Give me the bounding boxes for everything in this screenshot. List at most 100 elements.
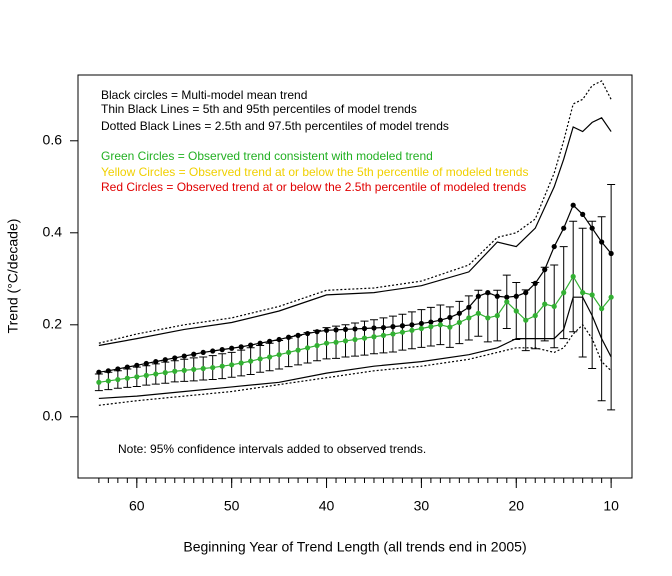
data-point (323, 340, 330, 346)
x-tick-label: 50 (224, 498, 240, 514)
data-point (248, 342, 254, 348)
data-point (143, 372, 149, 379)
data-point (210, 364, 216, 371)
data-point (428, 324, 434, 330)
data-point (504, 299, 510, 305)
data-point (380, 332, 387, 338)
y-axis-label: Trend (°C/decade) (5, 219, 21, 334)
data-point (134, 362, 140, 368)
data-point (257, 340, 263, 346)
data-point (134, 374, 140, 380)
annotation: Yellow Circles = Observed trend at or be… (101, 165, 528, 179)
y-tick-label: 0.0 (43, 408, 63, 424)
data-point (200, 365, 206, 372)
data-point (599, 306, 605, 312)
data-point (352, 336, 358, 343)
y-tick-label: 0.2 (43, 316, 63, 332)
data-point (276, 352, 282, 358)
annotation: Dotted Black Lines = 2.5th and 97.5th pe… (101, 119, 449, 133)
data-point (561, 290, 567, 296)
data-point (570, 202, 576, 208)
data-point (551, 303, 557, 310)
series-line (98, 323, 612, 406)
data-point (542, 301, 548, 307)
plot-frame (77, 74, 633, 479)
data-point (523, 317, 529, 323)
data-point (191, 351, 197, 357)
y-tick-label: 0.4 (43, 223, 63, 239)
series-line (98, 296, 612, 400)
data-point (181, 353, 187, 359)
data-point (580, 290, 586, 296)
data-point (447, 324, 453, 330)
data-point (96, 369, 102, 375)
annotation: Thin Black Lines = 5th and 95th percenti… (101, 102, 417, 116)
data-point (285, 349, 292, 356)
annotation: Red Circles = Observed trend at or below… (101, 180, 526, 194)
data-point (248, 358, 254, 364)
data-point (181, 367, 187, 373)
data-point (513, 308, 519, 314)
data-point (162, 370, 168, 376)
data-point (238, 360, 244, 366)
y-tick-label: 0.6 (43, 131, 63, 147)
data-point (153, 359, 159, 365)
data-point (333, 339, 339, 345)
data-point (200, 349, 206, 356)
data-point (342, 338, 349, 344)
annotation: Note: 95% confidence intervals added to … (118, 442, 426, 456)
data-point (124, 364, 130, 370)
data-point (570, 273, 576, 280)
data-point (456, 319, 462, 326)
data-point (314, 342, 320, 349)
data-point (162, 357, 168, 363)
data-point (267, 354, 273, 360)
series-line (98, 117, 612, 347)
x-tick-label: 40 (319, 498, 335, 514)
data-point (409, 327, 415, 333)
data-point (494, 313, 500, 319)
data-point (115, 376, 121, 383)
data-point (238, 344, 244, 350)
data-point (219, 347, 225, 353)
data-point (124, 375, 130, 381)
annotation: Black circles = Multi-model mean trend (101, 88, 307, 102)
data-point (532, 313, 538, 319)
data-point (153, 371, 159, 377)
data-point (580, 211, 586, 217)
data-point (304, 345, 311, 351)
data-point (485, 315, 491, 321)
x-tick-label: 30 (414, 498, 430, 514)
data-point (172, 355, 178, 361)
data-point (105, 378, 111, 384)
annotation: Green Circles = Observed trend consisten… (101, 149, 433, 163)
data-point (295, 347, 301, 353)
x-axis-label: Beginning Year of Trend Length (all tren… (183, 539, 526, 555)
data-point (229, 345, 235, 351)
data-point (191, 366, 197, 373)
data-point (418, 325, 425, 332)
data-point (219, 363, 225, 369)
data-point (115, 366, 121, 372)
data-point (437, 322, 443, 328)
data-point (608, 294, 614, 300)
data-point (96, 379, 102, 385)
x-tick-label: 10 (603, 498, 619, 514)
data-point (143, 360, 149, 367)
data-point (475, 310, 481, 316)
x-tick-label: 20 (508, 498, 524, 514)
data-point (589, 292, 595, 298)
data-point (229, 362, 235, 368)
data-point (257, 356, 263, 362)
data-point (551, 243, 557, 250)
data-point (371, 334, 377, 340)
data-point (390, 331, 396, 337)
data-point (210, 348, 216, 354)
data-point (561, 225, 567, 231)
data-point (361, 335, 368, 341)
data-point (172, 368, 178, 374)
x-tick-label: 60 (129, 498, 145, 514)
data-point (399, 329, 406, 335)
data-point (466, 315, 472, 321)
